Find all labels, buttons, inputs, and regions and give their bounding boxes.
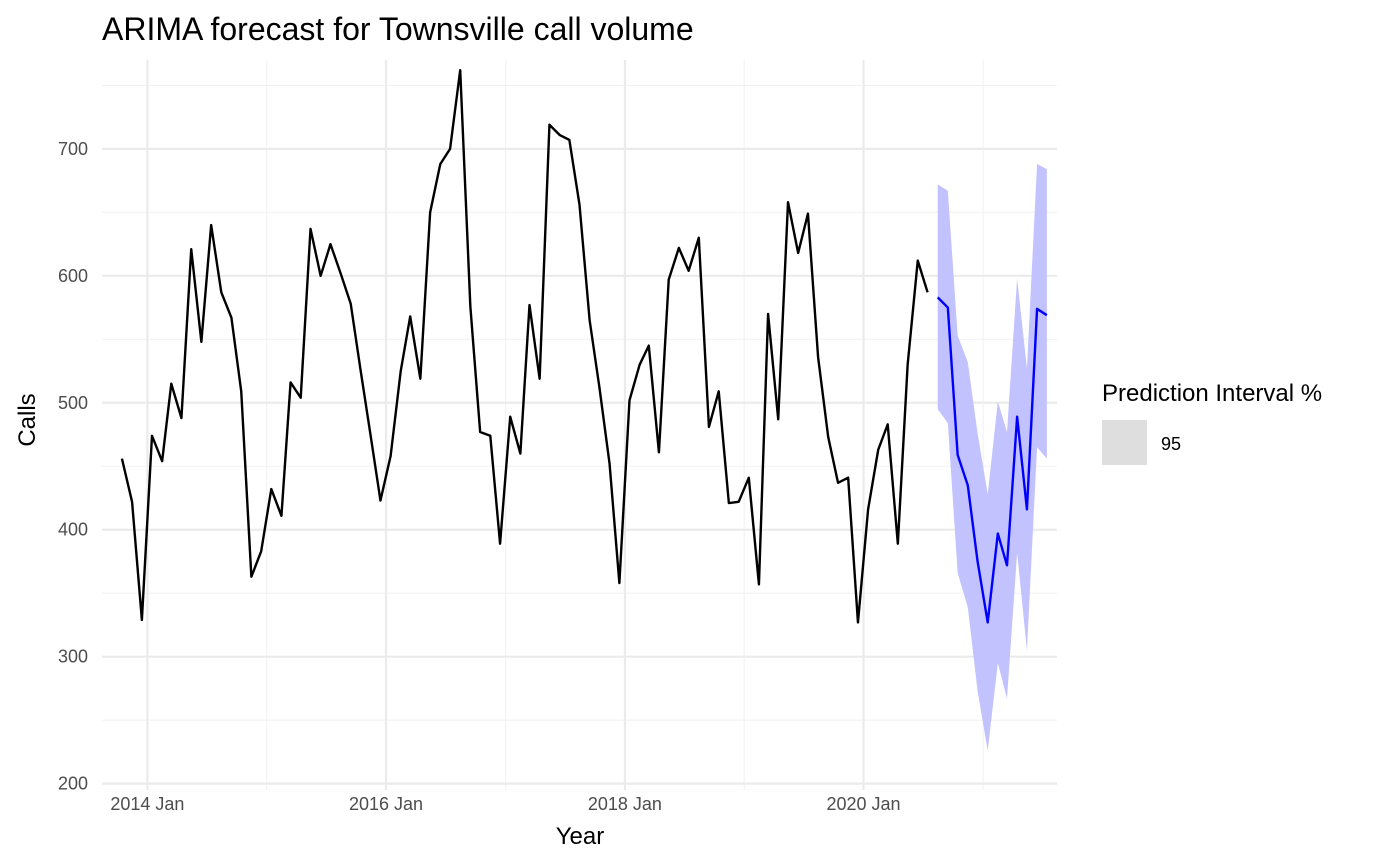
y-axis-title: Calls [14,393,41,446]
prediction-interval-band [937,164,1047,751]
y-tick-label: 200 [58,774,88,794]
x-axis-ticks: 2014 Jan 2016 Jan 2018 Jan 2020 Jan [110,794,900,814]
legend-title: Prediction Interval % [1102,380,1322,407]
legend-label-95: 95 [1161,434,1181,454]
y-tick-label: 600 [58,266,88,286]
observed-calls-line [120,68,929,624]
legend-key-95 [1102,420,1147,465]
x-axis-title: Year [556,823,605,850]
forecast-line [936,296,1048,624]
y-tick-label: 300 [58,647,88,667]
y-axis-ticks: 200 300 400 500 600 700 [58,139,88,794]
x-tick-label: 2016 Jan [349,794,423,814]
legend: Prediction Interval % 95 [1102,380,1322,465]
minor-gridlines [102,60,1057,790]
chart-title: ARIMA forecast for Townsville call volum… [102,11,694,47]
x-tick-label: 2020 Jan [826,794,900,814]
prediction-interval-95-band [937,164,1047,751]
x-tick-label: 2018 Jan [588,794,662,814]
y-tick-label: 400 [58,520,88,540]
series-lines [120,68,1048,624]
y-tick-label: 700 [58,139,88,159]
y-tick-label: 500 [58,393,88,413]
major-gridlines [102,60,1057,790]
x-tick-label: 2014 Jan [110,794,184,814]
